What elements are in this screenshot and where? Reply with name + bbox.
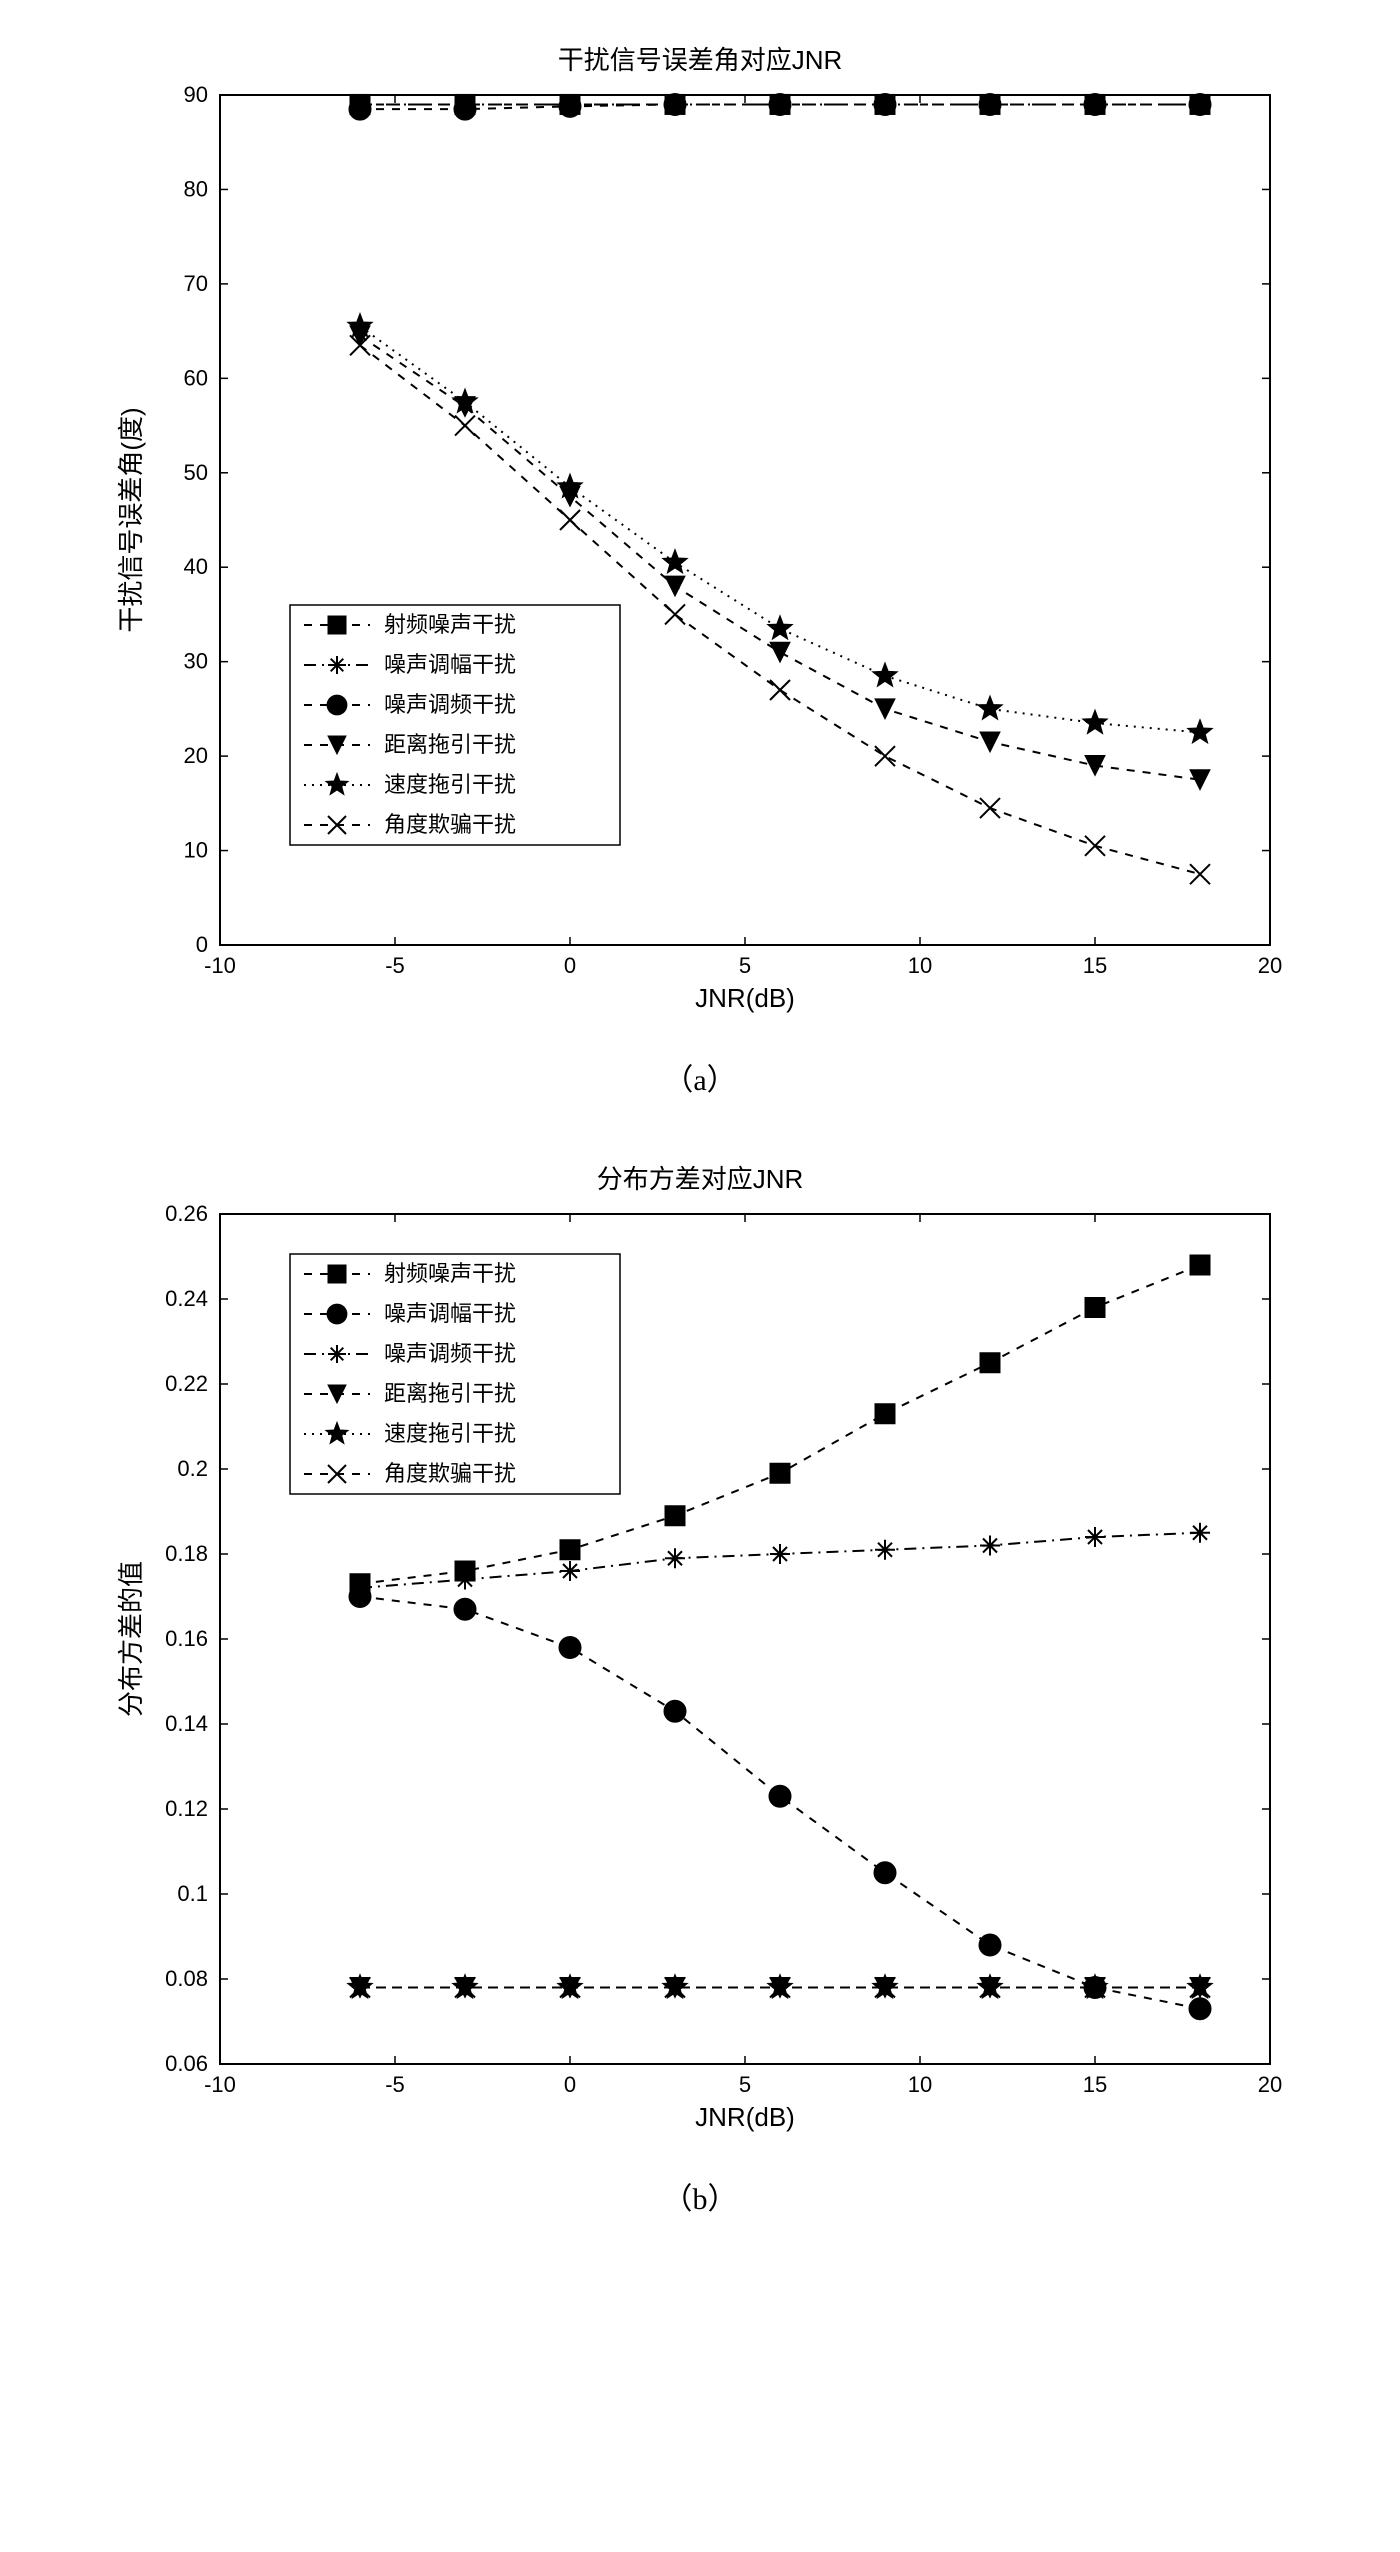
svg-text:20: 20: [1258, 2072, 1282, 2097]
svg-text:90: 90: [184, 85, 208, 107]
svg-text:20: 20: [1258, 953, 1282, 978]
chart-b-block: 分布方差对应JNR -10 -5 0 5 10 15 20 0.06 0.08 0.1 0.12 0.…: [60, 1159, 1340, 2218]
chart-a-svg: -10 -5 0 5 10 15 20 0 10 20 30 40 50 60 70 80 90 JNR(dB) 干…: [100, 85, 1300, 1025]
chart-a-block: 干扰信号误差角对应JNR -10 -5 0 5 10 15 20 0 10 20 30 40 50 60 7…: [60, 40, 1340, 1099]
svg-text:15: 15: [1083, 953, 1107, 978]
svg-text:10: 10: [908, 953, 932, 978]
svg-text:-10: -10: [204, 953, 236, 978]
chart-b-sublabel: （b）: [60, 2174, 1340, 2218]
svg-text:0.1: 0.1: [177, 1881, 208, 1906]
svg-text:0.24: 0.24: [165, 1286, 208, 1311]
svg-text:0.06: 0.06: [165, 2051, 208, 2076]
svg-text:40: 40: [184, 554, 208, 579]
svg-text:10: 10: [908, 2072, 932, 2097]
svg-text:15: 15: [1083, 2072, 1107, 2097]
chart-b-svg: -10 -5 0 5 10 15 20 0.06 0.08 0.1 0.12 0.14 0.16 0.18…: [100, 1204, 1300, 2144]
svg-text:0.08: 0.08: [165, 1966, 208, 1991]
svg-text:速度拖引干扰: 速度拖引干扰: [384, 772, 516, 797]
svg-text:噪声调频干扰: 噪声调频干扰: [384, 692, 516, 717]
svg-text:0.14: 0.14: [165, 1711, 208, 1736]
svg-text:角度欺骗干扰: 角度欺骗干扰: [384, 1461, 516, 1486]
svg-text:距离拖引干扰: 距离拖引干扰: [384, 732, 516, 757]
svg-text:干扰信号误差角(度): 干扰信号误差角(度): [116, 407, 146, 632]
svg-text:射频噪声干扰: 射频噪声干扰: [384, 612, 516, 637]
svg-text:速度拖引干扰: 速度拖引干扰: [384, 1421, 516, 1446]
page-root: 干扰信号误差角对应JNR -10-50510152001020304050607…: [0, 0, 1400, 2318]
svg-text:5: 5: [739, 2072, 751, 2097]
svg-text:0.22: 0.22: [165, 1371, 208, 1396]
svg-text:0: 0: [196, 932, 208, 957]
svg-text:-5: -5: [385, 2072, 405, 2097]
svg-text:0.12: 0.12: [165, 1796, 208, 1821]
svg-text:0.18: 0.18: [165, 1541, 208, 1566]
svg-text:0.16: 0.16: [165, 1626, 208, 1651]
svg-text:5: 5: [739, 953, 751, 978]
svg-text:0.26: 0.26: [165, 1204, 208, 1226]
chart-a-sublabel: （a）: [60, 1055, 1340, 1099]
svg-text:0: 0: [564, 2072, 576, 2097]
svg-text:噪声调频干扰: 噪声调频干扰: [384, 1341, 516, 1366]
svg-text:-10: -10: [204, 2072, 236, 2097]
svg-text:10: 10: [184, 838, 208, 863]
svg-text:20: 20: [184, 743, 208, 768]
chart-a-title: 干扰信号误差角对应JNR: [60, 40, 1340, 77]
svg-text:60: 60: [184, 365, 208, 390]
svg-text:30: 30: [184, 649, 208, 674]
svg-text:-5: -5: [385, 953, 405, 978]
svg-text:70: 70: [184, 271, 208, 296]
svg-text:50: 50: [184, 460, 208, 485]
svg-text:角度欺骗干扰: 角度欺骗干扰: [384, 812, 516, 837]
svg-text:JNR(dB): JNR(dB): [695, 2102, 795, 2132]
svg-text:0: 0: [564, 953, 576, 978]
svg-text:JNR(dB): JNR(dB): [695, 983, 795, 1013]
svg-text:80: 80: [184, 176, 208, 201]
svg-text:分布方差的值: 分布方差的值: [116, 1561, 146, 1717]
svg-text:噪声调幅干扰: 噪声调幅干扰: [384, 1301, 516, 1326]
svg-text:距离拖引干扰: 距离拖引干扰: [384, 1381, 516, 1406]
chart-b-title: 分布方差对应JNR: [60, 1159, 1340, 1196]
svg-text:0.2: 0.2: [177, 1456, 208, 1481]
svg-text:射频噪声干扰: 射频噪声干扰: [384, 1261, 516, 1286]
svg-text:噪声调幅干扰: 噪声调幅干扰: [384, 652, 516, 677]
